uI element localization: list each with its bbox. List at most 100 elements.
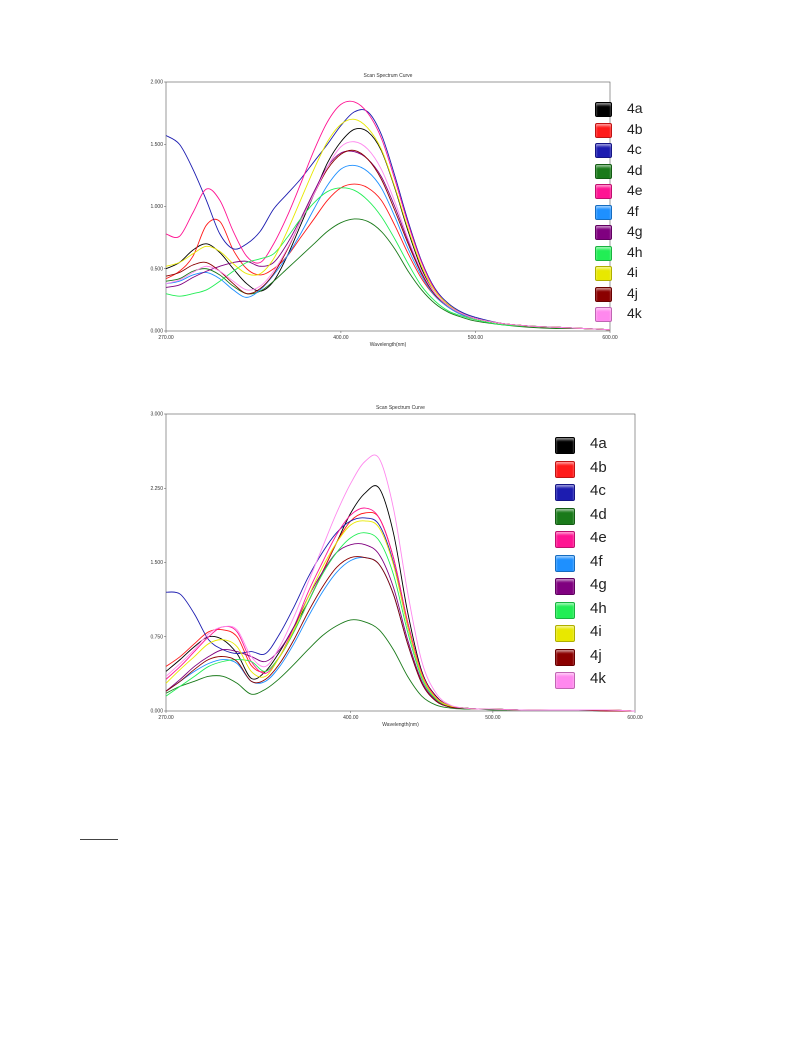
chart-2-legend-item: 4b — [555, 459, 635, 479]
chart-1-legend-swatch — [595, 122, 612, 138]
chart-1-plot-area — [165, 81, 611, 332]
chart-1-legend-item: 4f — [595, 203, 675, 223]
chart-1-legend-item: 4d — [595, 162, 675, 182]
chart-2-legend-label: 4i — [590, 623, 602, 640]
chart-2-legend-label: 4c — [590, 482, 606, 499]
chart-1-y-tick-label: 2.000 — [150, 80, 163, 86]
chart-1-y-tick-label: 0.500 — [150, 266, 163, 272]
chart-2-legend-swatch — [555, 460, 575, 478]
chart-1-legend-label: 4i — [627, 264, 638, 280]
chart-1-series-line-4k — [165, 141, 611, 331]
chart-1-legend-swatch — [595, 307, 612, 322]
chart-2-x-tick-label: 270.00 — [158, 715, 174, 721]
chart-2-legend-label: 4k — [590, 670, 606, 687]
chart-1-legend-item: 4j — [595, 285, 675, 305]
chart-1-series-line-4h — [165, 187, 611, 331]
chart-1-legend: 4a 4b 4c 4d 4e 4f 4g 4h 4i 4j 4k — [595, 100, 675, 330]
chart-2-legend-item: 4c — [555, 482, 635, 502]
chart-2-legend-item: 4j — [555, 647, 635, 667]
chart-2-legend-swatch — [555, 484, 575, 501]
chart-1-legend-item: 4a — [595, 100, 675, 120]
chart-1-x-tick-label: 270.00 — [158, 335, 174, 341]
chart-1-legend-item: 4b — [595, 121, 675, 141]
chart-1-series-line-4c — [165, 109, 611, 331]
chart-2-y-tick-label: 0.000 — [150, 709, 163, 715]
spectrum-chart-1-svg: Scan Spectrum Curve 0.000 0.500 1.000 1.500 2… — [150, 73, 618, 348]
chart-1-x-tick-label: 500.00 — [468, 335, 484, 341]
chart-2-legend-label: 4e — [590, 529, 607, 546]
chart-1-legend-label: 4j — [627, 284, 638, 301]
chart-2-legend-swatch — [555, 578, 575, 595]
chart-1-legend-item: 4e — [595, 182, 675, 202]
chart-1-title: Scan Spectrum Curve — [364, 73, 413, 79]
chart-1-legend-swatch — [595, 163, 612, 179]
chart-2-legend-label: 4h — [590, 599, 607, 617]
chart-2-x-tick-label: 500.00 — [485, 715, 501, 721]
chart-2-legend-label: 4a — [590, 435, 607, 452]
chart-2-x-axis-label: Wavelength(nm) — [382, 722, 419, 728]
chart-1-x-tick-label: 600.00 — [602, 335, 618, 341]
chart-2-y-tick-label: 1.500 — [150, 560, 163, 566]
chart-1-series-line-4d — [165, 218, 611, 331]
chart-2-legend-item: 4g — [555, 576, 635, 596]
chart-2-legend-swatch — [555, 648, 575, 666]
chart-2-legend-item: 4d — [555, 506, 635, 526]
chart-1-legend-swatch — [595, 225, 612, 240]
chart-1-legend-swatch — [595, 102, 612, 117]
chart-2-legend-item: 4f — [555, 553, 635, 573]
chart-2-x-tick-label: 600.00 — [627, 715, 643, 721]
chart-1-legend-label: 4d — [627, 161, 643, 178]
chart-2-legend-item: 4a — [555, 435, 635, 455]
chart-2-legend-swatch — [555, 507, 575, 525]
chart-1-y-tick-label: 1.000 — [150, 204, 163, 210]
chart-1-legend-label: 4a — [627, 100, 643, 116]
chart-2-legend-item: 4k — [555, 670, 635, 690]
chart-2-legend-swatch — [555, 531, 575, 548]
chart-2-legend-swatch — [555, 437, 575, 454]
chart-1-y-tick-label: 0.000 — [150, 329, 163, 335]
chart-2-y-tick-label: 3.000 — [150, 412, 163, 418]
chart-2-series-line-4d — [165, 619, 636, 712]
chart-2-legend-swatch — [555, 554, 575, 572]
chart-1-x-axis-label: Wavelength(nm) — [370, 342, 407, 348]
chart-2-legend-label: 4j — [590, 646, 602, 664]
chart-1-legend-item: 4k — [595, 305, 675, 325]
chart-2-series-line-4k — [165, 454, 636, 712]
chart-2-legend-label: 4d — [590, 505, 607, 523]
chart-2-legend-swatch — [555, 672, 575, 689]
chart-1-y-tick-label: 1.500 — [150, 142, 163, 148]
chart-1-legend-swatch — [595, 143, 612, 158]
chart-1-legend-label: 4f — [627, 202, 639, 219]
spectrum-chart-2: Scan Spectrum Curve 0.000 0.750 1.500 2.250 3… — [140, 398, 645, 743]
chart-1-legend-label: 4h — [627, 243, 643, 260]
chart-2-legend-swatch — [555, 601, 575, 619]
chart-1-legend-swatch — [595, 286, 612, 302]
chart-1-legend-label: 4e — [627, 182, 643, 198]
chart-1-legend-swatch — [595, 184, 612, 199]
chart-1-legend-item: 4i — [595, 264, 675, 284]
chart-2-legend-label: 4f — [590, 552, 603, 570]
chart-2-title: Scan Spectrum Curve — [376, 405, 425, 411]
chart-2-y-tick-label: 2.250 — [150, 486, 163, 492]
chart-1-legend-label: 4k — [627, 305, 642, 321]
spectrum-chart-1: Scan Spectrum Curve 0.000 0.500 1.000 1.500 2… — [140, 68, 642, 358]
chart-2-legend-label: 4b — [590, 458, 607, 476]
chart-1-x-tick-label: 400.00 — [333, 335, 349, 341]
chart-1-legend-swatch — [595, 266, 612, 281]
chart-2-x-tick-label: 400.00 — [343, 715, 359, 721]
chart-1-legend-item: 4g — [595, 223, 675, 243]
chart-1-legend-item: 4h — [595, 244, 675, 264]
chart-2-legend-item: 4e — [555, 529, 635, 549]
chart-1-legend-swatch — [595, 245, 612, 261]
footnote-separator — [80, 839, 118, 840]
chart-1-legend-label: 4c — [627, 141, 642, 157]
chart-1-legend-label: 4g — [627, 223, 643, 239]
chart-2-legend-item: 4i — [555, 623, 635, 643]
chart-2-legend-item: 4h — [555, 600, 635, 620]
chart-1-legend-item: 4c — [595, 141, 675, 161]
chart-2-legend-label: 4g — [590, 576, 607, 593]
chart-1-legend-swatch — [595, 204, 612, 220]
chart-1-legend-label: 4b — [627, 120, 643, 137]
chart-2-legend-swatch — [555, 625, 575, 642]
chart-2-legend: 4a 4b 4c 4d 4e 4f 4g 4h 4i 4j 4k — [555, 435, 635, 689]
